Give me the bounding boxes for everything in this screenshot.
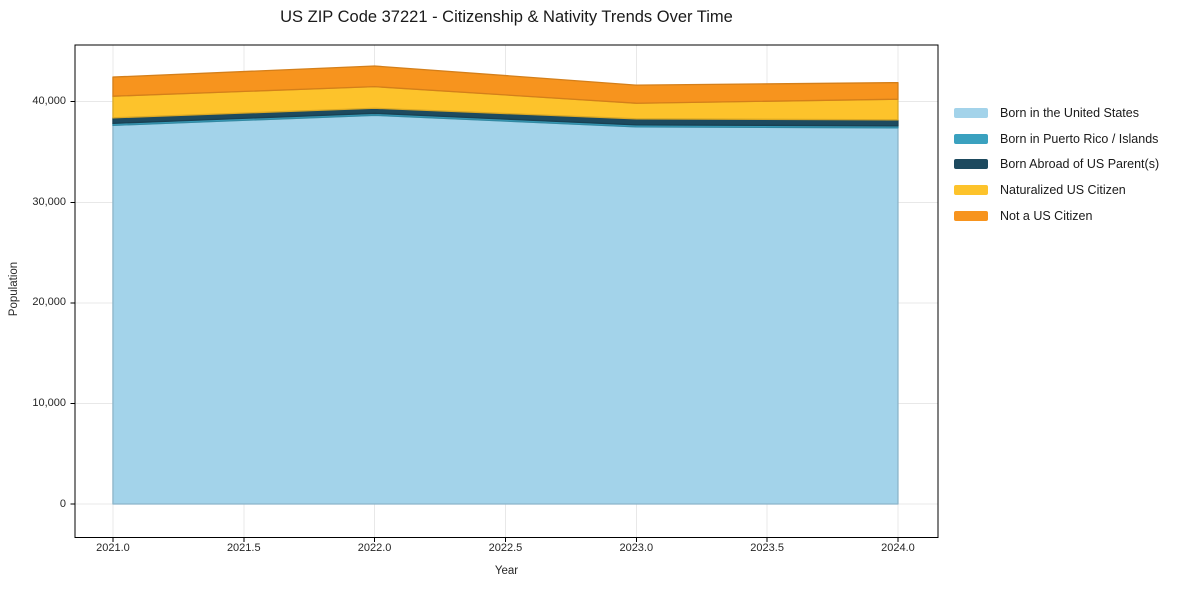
legend-swatch-not-citizen bbox=[954, 211, 988, 222]
chart-title: US ZIP Code 37221 - Citizenship & Nativi… bbox=[280, 8, 733, 26]
legend-item: Naturalized US Citizen bbox=[954, 177, 1159, 203]
legend-swatch-born-abroad bbox=[954, 159, 988, 170]
y-axis-label: Population bbox=[8, 261, 20, 317]
legend-label: Born Abroad of US Parent(s) bbox=[1000, 157, 1160, 172]
x-tick-label: 2022.5 bbox=[488, 542, 523, 554]
x-tick-label: 2024.0 bbox=[881, 542, 915, 554]
area-born-in-the-united-states bbox=[112, 114, 899, 505]
legend-label: Naturalized US Citizen bbox=[1000, 183, 1126, 198]
y-tick-label: 0 bbox=[59, 497, 66, 510]
legend-item: Born in Puerto Rico / Islands bbox=[954, 126, 1159, 152]
legend-label: Not a US Citizen bbox=[1000, 209, 1093, 224]
x-tick-label: 2021.5 bbox=[226, 542, 261, 554]
y-tick-label: 40,000 bbox=[32, 95, 66, 108]
legend-item: Born Abroad of US Parent(s) bbox=[954, 152, 1159, 178]
area-not-a-us-citizen bbox=[112, 65, 899, 104]
legend-item: Born in the United States bbox=[954, 100, 1159, 126]
legend-swatch-born-in-us bbox=[954, 107, 988, 118]
legend-label: Born in the United States bbox=[1000, 105, 1139, 120]
legend-swatch-born-in-puerto-rico bbox=[954, 133, 988, 144]
y-tick-label: 10,000 bbox=[32, 396, 66, 409]
y-tick-label: 20,000 bbox=[32, 296, 66, 309]
legend-label: Born in Puerto Rico / Islands bbox=[1000, 131, 1159, 146]
x-axis-label: Year bbox=[494, 565, 519, 577]
plot-border bbox=[74, 44, 939, 539]
y-tick-label: 30,000 bbox=[32, 195, 66, 208]
legend: Born in the United States Born in Puerto… bbox=[954, 100, 1159, 229]
legend-item: Not a US Citizen bbox=[954, 203, 1159, 229]
legend-swatch-naturalized bbox=[954, 185, 988, 196]
x-tick-label: 2021.0 bbox=[96, 542, 130, 554]
x-tick-label: 2022.0 bbox=[357, 542, 392, 554]
x-tick-label: 2023.0 bbox=[619, 542, 654, 554]
x-tick-label: 2023.5 bbox=[750, 542, 784, 554]
